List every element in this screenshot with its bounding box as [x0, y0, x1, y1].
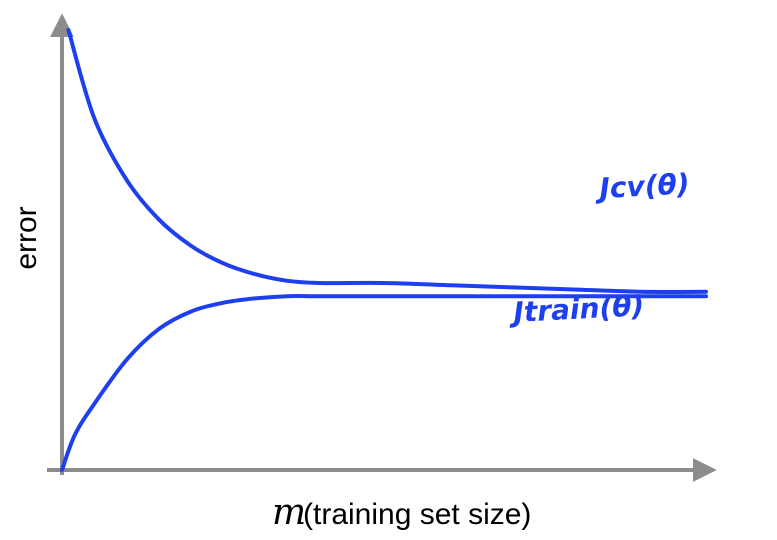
series-label-0: Jcv(θ): [594, 167, 691, 205]
series-layer: [60, 28, 708, 472]
x-axis-label: (training set size): [303, 498, 531, 531]
series-label-1: Jtrain(θ): [508, 289, 645, 329]
series-line-0: [66, 28, 708, 294]
series-line-1: [60, 294, 708, 472]
series-labels: Jcv(θ) Jtrain(θ): [508, 167, 691, 329]
x-axis-variable: m: [272, 492, 306, 533]
y-axis-label: error: [10, 206, 43, 269]
